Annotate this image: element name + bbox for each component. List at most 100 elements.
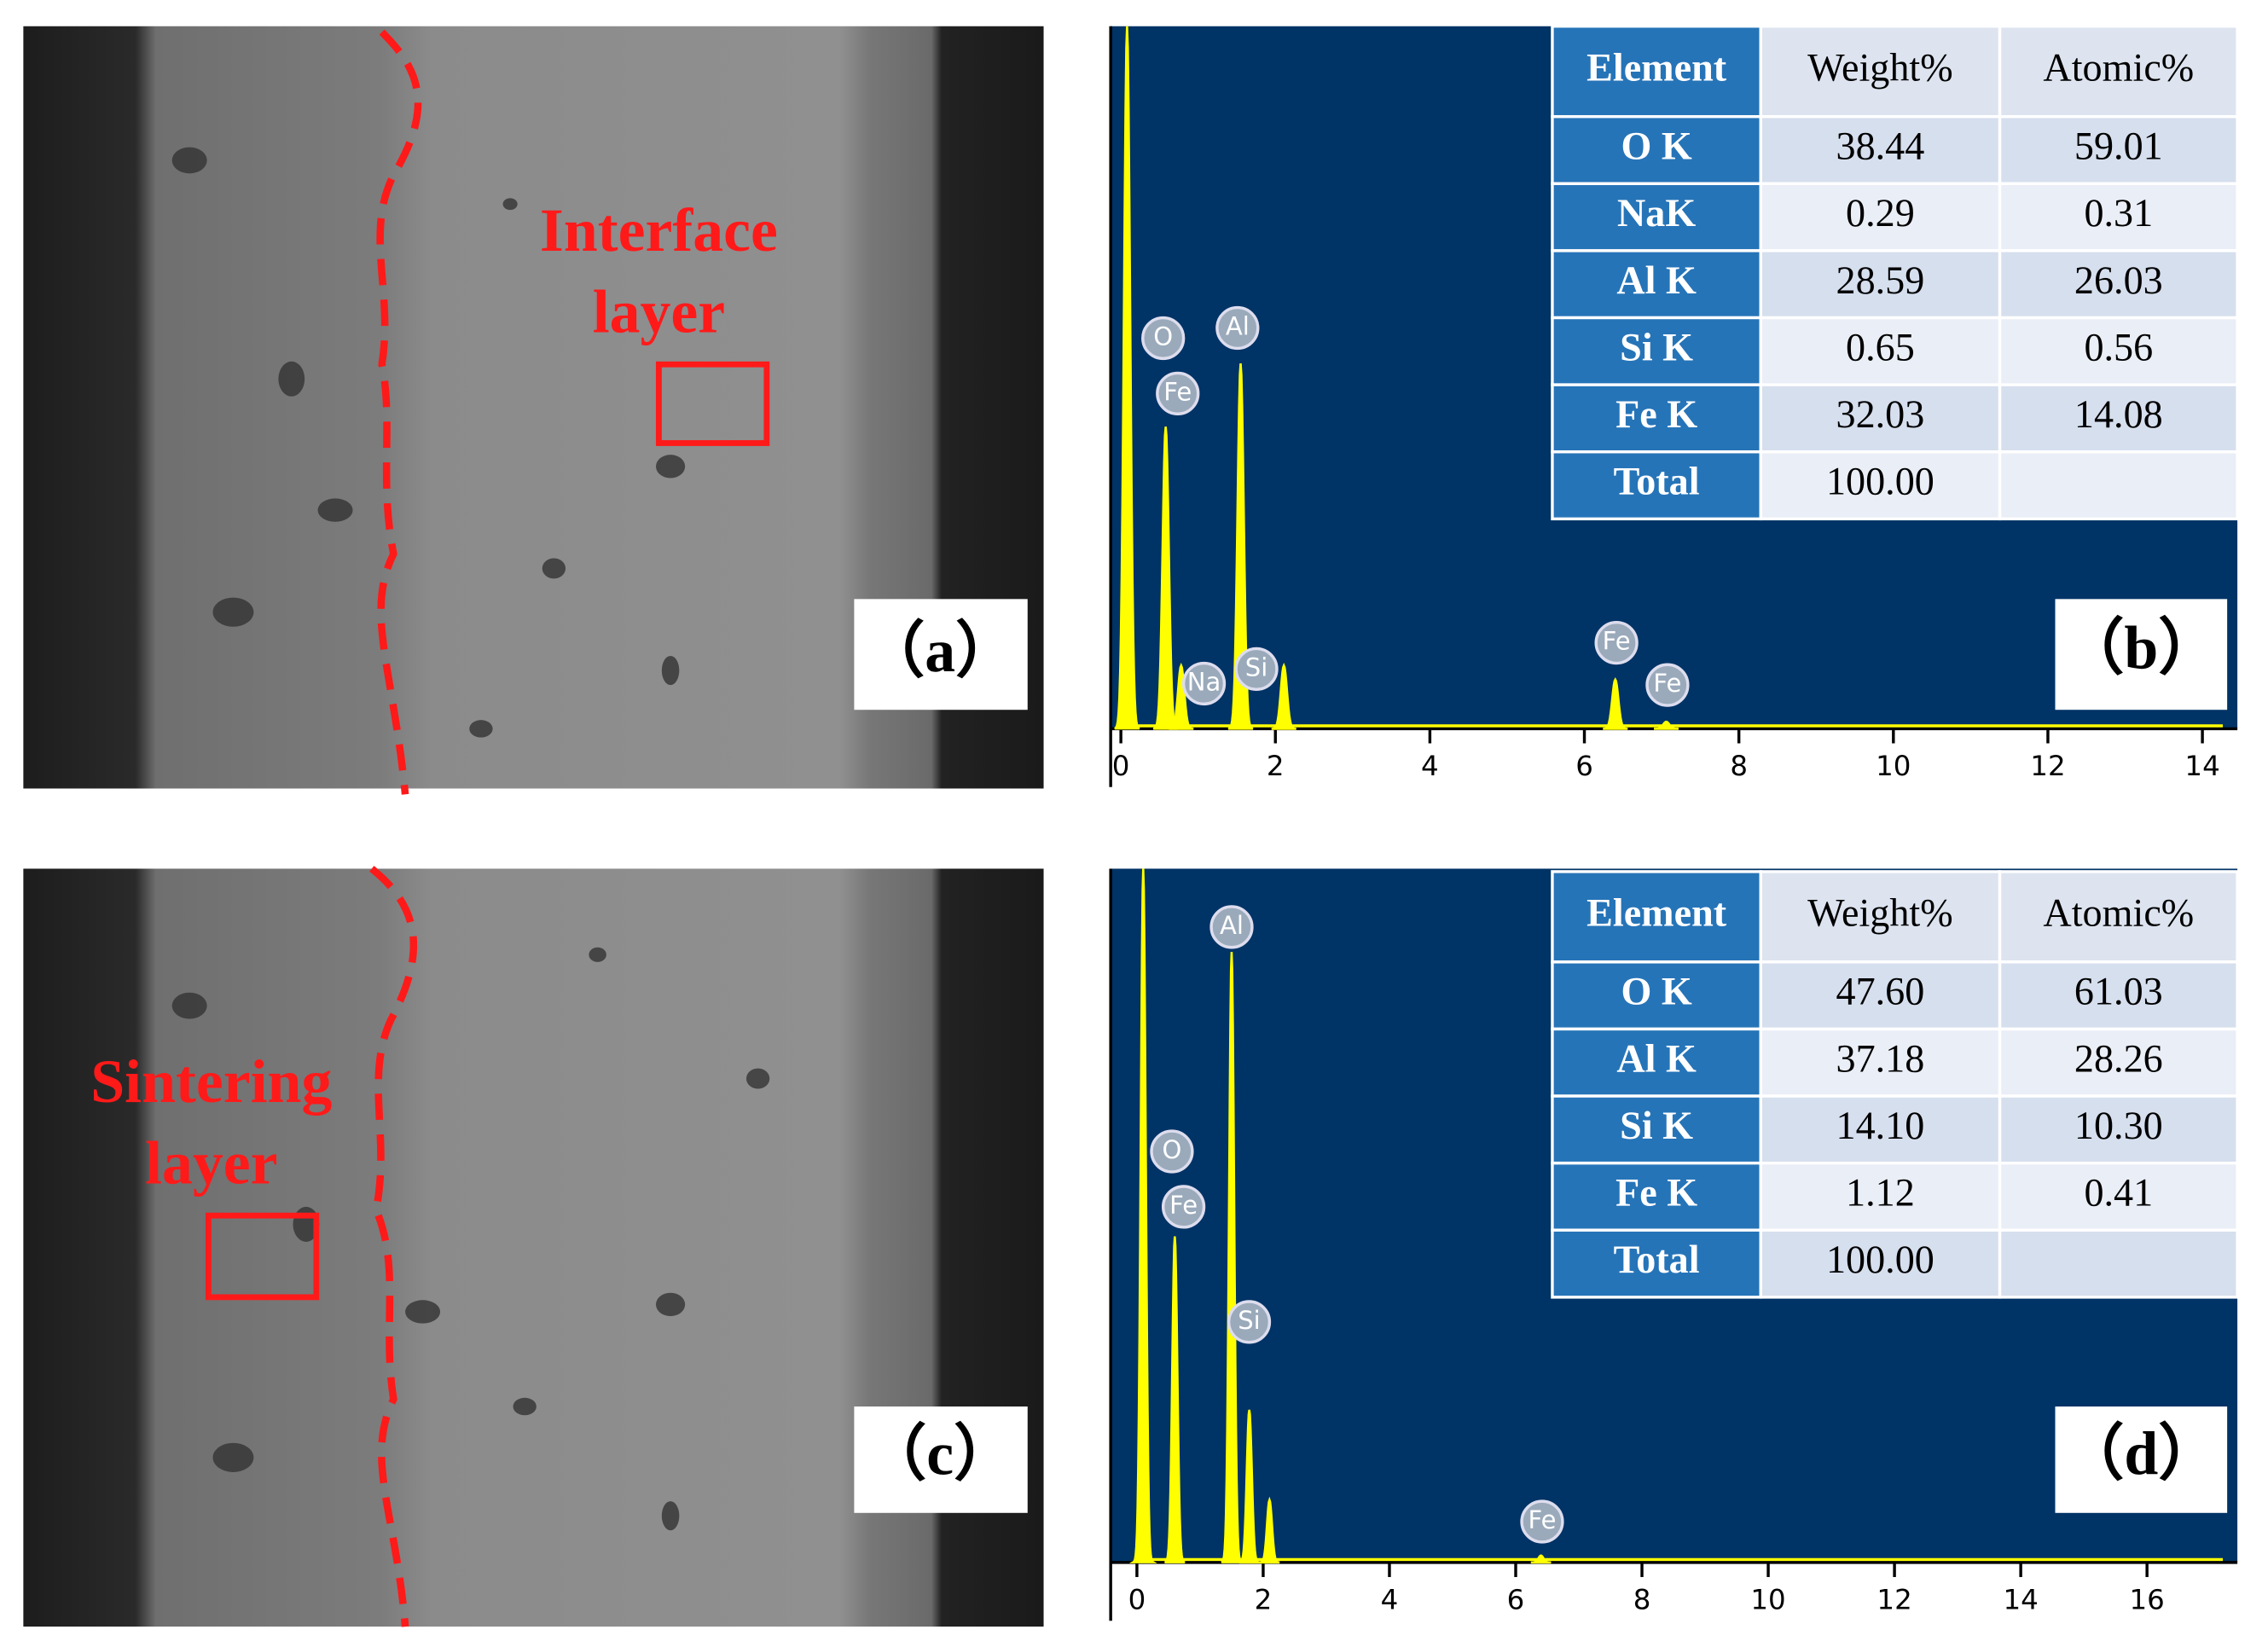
table-cell: 10.30 [2074,1104,2163,1147]
table-cell: 59.01 [2074,125,2163,168]
table-cell: Fe K [1615,392,1697,436]
peak-label: Fe [1169,1191,1198,1220]
table-header-cell [1759,870,2002,964]
x-tick-label: 4 [1381,1584,1399,1616]
peak-label-bg [1209,905,1254,949]
table-cell-bg [1998,1094,2239,1165]
table-header: Weight% [1807,45,1953,89]
table-cell: 32.03 [1836,392,1925,436]
panel-label: （a） [864,617,1017,685]
peak-label-bg [1227,1300,1272,1344]
axis-strip [1111,728,2238,787]
peak-label-bg [1234,647,1279,691]
table-cell-bg [1551,249,1763,320]
table-header-cell [1551,25,1763,119]
table-cell: NaK [1617,191,1696,235]
peak [1227,363,1254,730]
table-cell: 61.03 [2074,970,2163,1013]
table-cell-bg [1998,316,2239,386]
peak-label-bg [1215,305,1260,351]
peak-label: O [1153,322,1173,351]
spectrum-d: 0 2 4 6 8 10 12 14 16 O Fe Al Si Fe Element Weight% Atom… [1109,868,2239,1621]
table-cell: 0.41 [2084,1171,2153,1215]
annotation: layer [145,1129,277,1198]
table-cell-bg [1998,960,2239,1031]
peak-label: Al [1226,311,1250,340]
table-cell-bg [1759,249,2002,320]
spectrum-b: 0 2 4 6 8 10 12 14 O Fe Al Na Si Fe Fe Element Weight% At… [1109,25,2239,787]
table-cell: Si K [1620,1104,1693,1147]
panel-label: （b） [2063,614,2219,682]
table-header-cell [1759,25,2002,119]
table-cell: Al K [1616,258,1697,302]
peak-label: Fe [1653,669,1681,698]
panel-label-box [2055,1406,2228,1513]
table-cell: 37.18 [1836,1036,1925,1080]
table-cell-bg [1759,1094,2002,1165]
x-tick-label: 10 [1750,1584,1785,1616]
table-cell-bg [1759,114,2002,186]
table-cell-bg [1998,182,2239,252]
peak-label: Al [1220,911,1244,940]
annotation: Sintering [90,1047,332,1116]
x-tick-label: 2 [1267,750,1285,782]
x-tick-label: 4 [1421,750,1439,782]
peak-label-bg [1156,371,1200,416]
table-cell-bg [1998,383,2239,454]
x-tick-label: 12 [2030,750,2065,782]
peak-label: Na [1187,667,1221,696]
table-cell-bg [1551,383,1763,454]
table-cell-bg [1759,1228,2002,1299]
table-cell-bg [1551,1027,1763,1098]
peak-label: Fe [1603,627,1631,656]
peak [1128,868,1157,1563]
table-cell-bg [1998,1228,2239,1299]
annotation: Interface [540,196,778,264]
table-cell-bg [1551,450,1763,521]
x-tick-label: 8 [1633,1584,1651,1616]
peak-label-bg [1161,1185,1206,1229]
x-tick-label: 0 [1112,750,1130,782]
panel-label: （c） [866,1420,1015,1488]
table-header-cell [1998,870,2239,964]
table-cell: 100.00 [1826,1238,1934,1281]
table-header: Atomic% [2043,45,2194,89]
peak-label-bg [1150,1129,1194,1174]
x-tick-label: 16 [2130,1584,2165,1616]
table-cell: 1.12 [1846,1171,1915,1215]
table-cell: Total [1614,460,1700,503]
table-cell: 28.59 [1836,258,1925,302]
table-cell-bg [1998,1027,2239,1098]
table-cell: 38.44 [1836,125,1925,168]
peak-label: O [1162,1135,1181,1164]
peak-label-bg [1141,316,1186,361]
x-tick-label: 6 [1507,1584,1525,1616]
peak-label-bg [1594,620,1639,665]
table-cell: 100.00 [1826,460,1934,503]
panel-label: （d） [2063,1419,2219,1488]
table-cell: Total [1614,1238,1700,1281]
peak-label: Fe [1163,377,1192,406]
table-header-cell [1998,25,2239,119]
table-cell-bg [1551,182,1763,252]
table-cell-bg [1551,960,1763,1031]
table-header: Atomic% [2043,890,2194,934]
peak [1114,26,1140,730]
table-header: Element [1586,890,1727,934]
peak [1221,952,1243,1563]
x-tick-label: 12 [1876,1584,1911,1616]
table-cell-bg [1551,1094,1763,1165]
table-cell: 14.08 [2074,392,2163,436]
table-header: Element [1586,45,1727,89]
table-cell: 0.31 [2084,191,2153,235]
table-cell: Fe K [1615,1171,1697,1215]
peak-label-bg [1181,661,1227,706]
x-tick-label: 6 [1575,750,1593,782]
sem-image-c: Sintering layer （c） [23,866,1044,1627]
table-cell: 0.56 [2084,325,2153,368]
table-cell-bg [1998,114,2239,186]
table-header: Weight% [1807,890,1953,934]
sem-image-a: Interface layer （a） [23,26,1044,795]
